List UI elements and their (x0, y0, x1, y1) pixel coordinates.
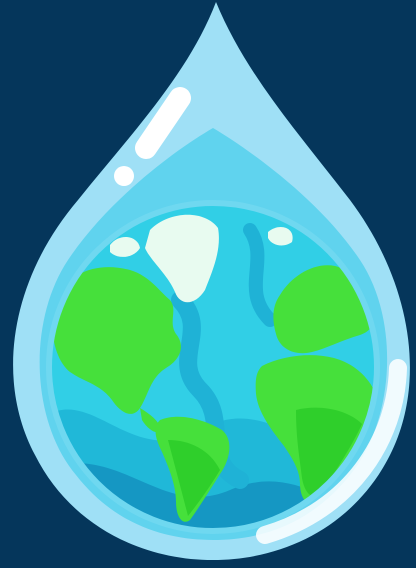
arctic-ice-left (110, 236, 140, 257)
europe-shape (273, 265, 377, 354)
highlight-arc-right (256, 359, 407, 544)
south-america-shade (168, 440, 220, 516)
highlight-dot (114, 166, 134, 186)
highlight-streak-top (135, 87, 191, 159)
arctic-ice-right (268, 227, 293, 246)
ocean-current-2 (243, 223, 277, 327)
greenland-shape (145, 214, 219, 303)
north-america-shape (52, 267, 181, 414)
africa-shade (296, 407, 362, 497)
globe-rim (46, 200, 380, 534)
